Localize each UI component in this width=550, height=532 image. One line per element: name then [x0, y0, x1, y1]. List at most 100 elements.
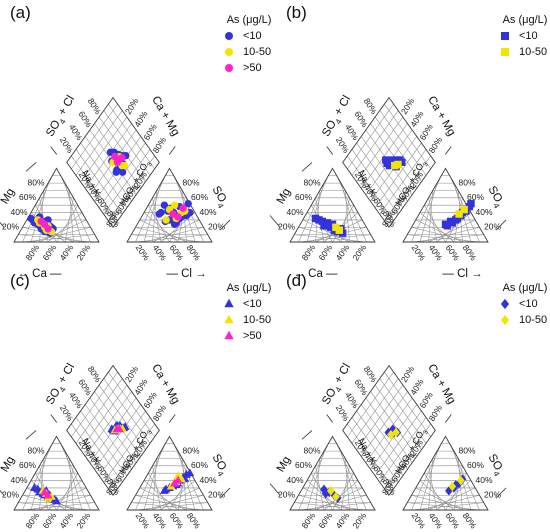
- data-point: [118, 154, 126, 162]
- tick-label: 20%: [74, 510, 92, 530]
- grid-line: [18, 502, 91, 511]
- legend-marker: [225, 32, 233, 40]
- tick-label: 60%: [295, 192, 312, 202]
- data-point: [170, 478, 179, 487]
- cation-triangle-frame: [289, 435, 376, 511]
- mg-axis-label: Mg: [0, 454, 17, 474]
- tick-label: 60%: [40, 242, 58, 262]
- tick-label: 20%: [74, 242, 92, 262]
- tick-label: 80%: [151, 135, 169, 155]
- grid-line: [340, 465, 350, 511]
- legend-marker: [224, 330, 234, 340]
- grid-line: [64, 465, 74, 511]
- grid-line: [340, 451, 359, 511]
- tick-label: 40%: [151, 511, 169, 531]
- legend: As (μg/L) <10 10-50: [500, 282, 547, 326]
- grid-line: [148, 205, 170, 243]
- grid-line: [453, 465, 463, 511]
- tick-label: 40%: [10, 207, 27, 217]
- tick-label: 60%: [316, 510, 334, 530]
- diamond-frame: [66, 96, 160, 228]
- grid-line: [139, 487, 187, 511]
- tick-label: 40%: [151, 243, 169, 263]
- tick-label: 40%: [427, 243, 445, 263]
- piper-panel: 20% 20%20% 20%20%20%20% 20%40% 40%40% 40%40%4…: [0, 3, 271, 280]
- tick-label: 40%: [427, 511, 445, 531]
- tick-label: 20%: [2, 490, 19, 500]
- data-point: [332, 491, 340, 502]
- tick-label: 80%: [461, 243, 479, 263]
- grid-line: [68, 458, 74, 511]
- tick-label: 80%: [427, 403, 445, 423]
- data-point: [112, 424, 122, 433]
- grid-line: [298, 495, 359, 511]
- mg-arrow-up: [25, 162, 37, 172]
- series-50: [37, 153, 187, 233]
- so4-cl-arrow: [326, 146, 334, 155]
- piper-panel: 20% 20%20% 20%20%20%20% 20%40% 40%40% 40%40%4…: [269, 271, 547, 531]
- grid-line: [384, 103, 431, 170]
- grid-line: [298, 227, 359, 243]
- data-point: [113, 158, 122, 166]
- tick-label: 80%: [23, 242, 41, 262]
- tick-label: 60%: [168, 243, 186, 263]
- grid-line: [424, 473, 446, 511]
- grid-line: [71, 371, 118, 438]
- data-point: [335, 226, 344, 234]
- cation-triangle-frame: [13, 167, 100, 243]
- data-point: [170, 201, 179, 209]
- tick-label: 20%: [134, 243, 152, 263]
- tick-label: 80%: [27, 177, 44, 187]
- tick-label: 80%: [427, 135, 445, 155]
- legend-marker: [225, 64, 233, 72]
- tick-label: 60%: [467, 460, 484, 470]
- panel-label: (b): [286, 3, 307, 22]
- tick-label: 20%: [410, 511, 428, 531]
- grid-line: [103, 378, 151, 444]
- tick-label: 20%: [58, 135, 76, 155]
- tick-label: 20%: [58, 403, 76, 423]
- data-point: [173, 475, 183, 484]
- tick-label: 20%: [410, 243, 428, 263]
- data-point: [112, 168, 120, 176]
- diamond-frame: [342, 364, 436, 496]
- tick-label: 80%: [299, 242, 317, 262]
- grid-line: [336, 443, 367, 511]
- tick-label: 20%: [134, 511, 152, 531]
- grid-line: [131, 502, 204, 511]
- grid-line: [351, 110, 399, 176]
- data-point: [394, 160, 402, 169]
- grid-line: [344, 190, 350, 243]
- data-point: [40, 220, 49, 229]
- grid-line: [60, 175, 91, 243]
- tick-label: 20%: [334, 403, 352, 423]
- grid-line: [108, 371, 155, 438]
- legend-marker: [225, 48, 233, 56]
- tick-label: 60%: [316, 242, 334, 262]
- grid-line: [80, 384, 128, 450]
- data-point: [455, 210, 463, 218]
- legend-label: 10-50: [519, 314, 547, 326]
- tick-label: 40%: [286, 475, 303, 485]
- data-point: [382, 156, 390, 164]
- grid-line: [374, 116, 422, 182]
- data-point: [106, 148, 115, 157]
- grid-line: [415, 487, 463, 511]
- tick-label: 60%: [295, 460, 312, 470]
- tick-label: 40%: [199, 207, 216, 217]
- mg-arrow: [0, 489, 5, 496]
- grid-line: [302, 487, 350, 511]
- legend-label: 10-50: [243, 314, 271, 326]
- ca-mg-arrow: [444, 414, 452, 423]
- legend: As (μg/L) <10 10-50 >50: [224, 282, 271, 342]
- grid-line: [64, 197, 74, 243]
- series-1050: [326, 427, 465, 502]
- data-point: [30, 483, 39, 491]
- legend-marker: [501, 48, 509, 56]
- grid-line: [60, 443, 91, 511]
- tick-label: 80%: [27, 445, 44, 455]
- cation-triangle: [18, 443, 95, 511]
- legend: As (μg/L) <10 10-50 >50: [225, 14, 271, 74]
- grid-line: [374, 384, 422, 450]
- so4-arrow: [495, 219, 507, 231]
